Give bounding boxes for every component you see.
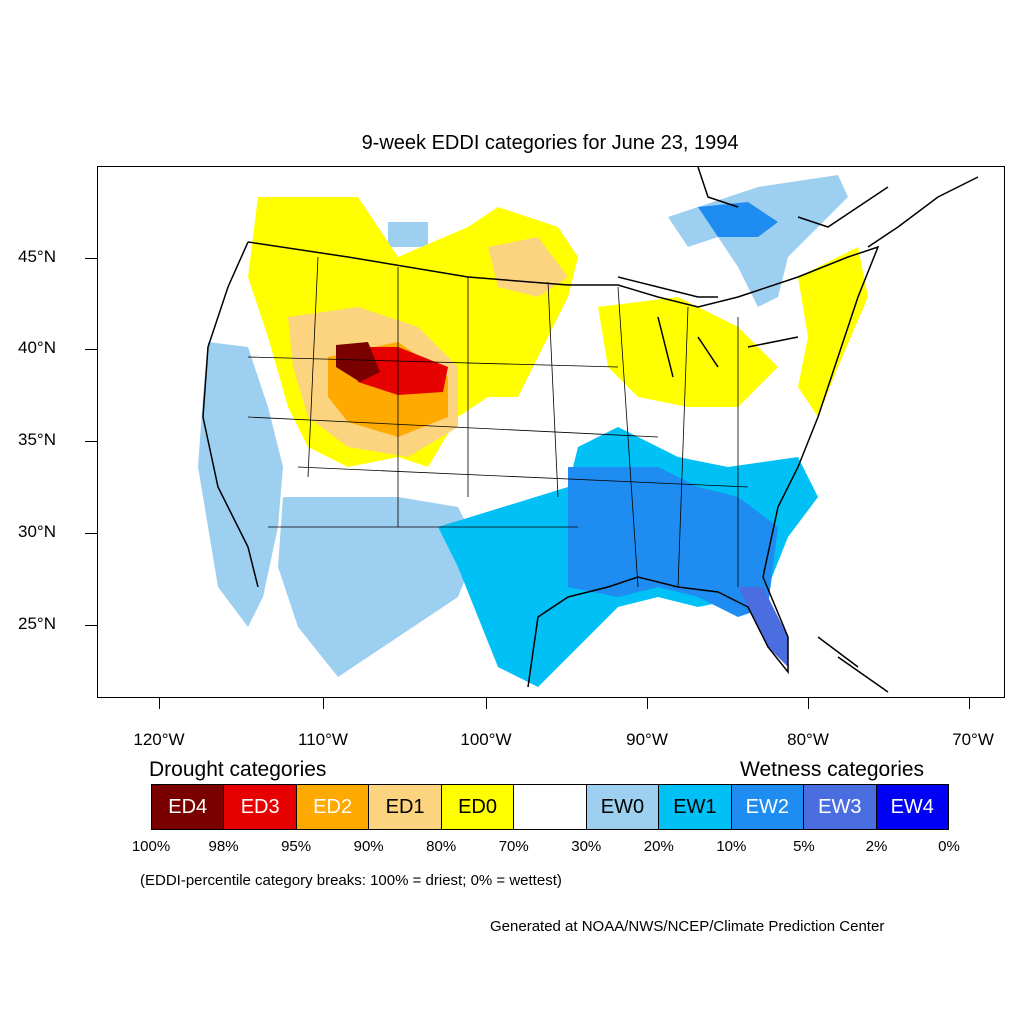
break-label: 100% (131, 838, 171, 855)
lon-tick (323, 697, 324, 709)
map-title: 9-week EDDI categories for June 23, 1994 (361, 132, 739, 154)
lon-tick (969, 697, 970, 709)
lat-label: 45°N (18, 247, 56, 266)
legend-swatch-normal (514, 785, 587, 829)
lat-tick (85, 533, 97, 534)
lat-label: 40°N (18, 338, 56, 357)
lon-tick (808, 697, 809, 709)
legend-swatch-ew4: EW4 (876, 785, 948, 829)
map-frame (97, 166, 1005, 698)
southeast-wet (568, 467, 778, 617)
lat-tick (85, 258, 97, 259)
lat-label: 35°N (18, 430, 56, 449)
legend-swatch-ed2: ED2 (296, 785, 370, 829)
great-lakes (617, 276, 799, 378)
break-label: 2% (865, 838, 888, 855)
legend-swatch-ew0: EW0 (586, 785, 660, 829)
break-label: 30% (571, 838, 602, 855)
legend-bar: ED4 ED3 ED2 ED1 ED0 EW0 EW1 EW2 EW3 EW4 (151, 784, 949, 830)
florida-wet (738, 587, 788, 667)
lon-label: 120°W (133, 730, 185, 749)
lon-label: 90°W (626, 730, 668, 749)
break-label: 20% (643, 838, 674, 855)
southwest-wet (278, 497, 478, 677)
legend-swatch-ed1: ED1 (369, 785, 442, 829)
lat-tick (85, 441, 97, 442)
lake-superior-wet (698, 202, 778, 237)
lat-tick (85, 349, 97, 350)
lat-tick (85, 625, 97, 626)
category-note: (EDDI-percentile category breaks: 100% =… (140, 872, 562, 889)
drought-heading: Drought categories (149, 758, 327, 781)
wetness-regions (198, 175, 848, 687)
lon-tick (159, 697, 160, 709)
break-label: 95% (281, 838, 312, 855)
break-label: 80% (426, 838, 457, 855)
bahamas (817, 636, 889, 693)
break-label: 0% (938, 838, 960, 855)
legend-swatch-ew3: EW3 (804, 785, 877, 829)
idaho-ed4 (336, 342, 380, 382)
legend-swatch-ew1: EW1 (659, 785, 732, 829)
west-coast-wet (198, 342, 283, 627)
lon-label: 100°W (460, 730, 512, 749)
lon-tick (647, 697, 648, 709)
lat-label: 30°N (18, 522, 56, 541)
break-label: 70% (498, 838, 529, 855)
state-lines (247, 256, 749, 588)
great-lakes-dry (598, 297, 778, 407)
drought-regions (248, 197, 868, 467)
lat-label: 25°N (18, 614, 56, 633)
credit-line: Generated at NOAA/NWS/NCEP/Climate Predi… (490, 918, 885, 935)
northwest-wet-spot (388, 222, 428, 247)
lon-tick (486, 697, 487, 709)
break-label: 90% (353, 838, 384, 855)
lon-label: 110°W (298, 730, 348, 749)
legend-swatch-ed0: ED0 (441, 785, 515, 829)
us-outline (202, 241, 880, 688)
break-label: 10% (716, 838, 747, 855)
legend-swatch-ed4: ED4 (152, 785, 225, 829)
legend-swatch-ew2: EW2 (731, 785, 805, 829)
new-england-dry (798, 247, 868, 417)
break-label: 5% (793, 838, 815, 855)
eddi-map (198, 167, 979, 693)
break-label: 98% (208, 838, 239, 855)
canada-coast (697, 167, 979, 248)
boundaries (202, 167, 979, 693)
wetness-heading: Wetness categories (740, 758, 925, 781)
lon-label: 80°W (787, 730, 829, 749)
lon-label: 70°W (952, 730, 994, 749)
legend-swatch-ed3: ED3 (224, 785, 297, 829)
